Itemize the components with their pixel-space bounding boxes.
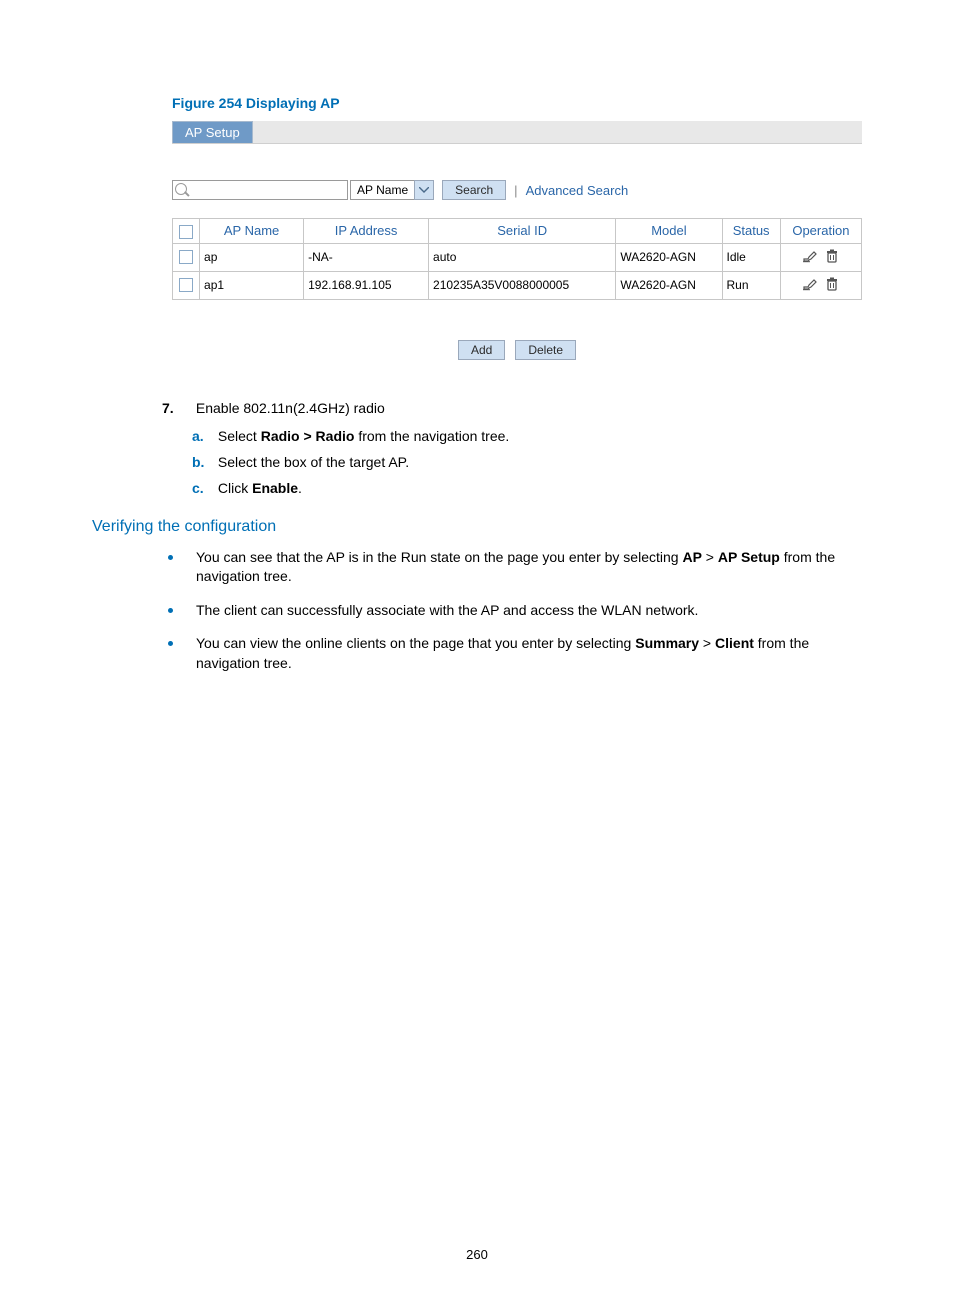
table-row: ap1 192.168.91.105 210235A35V0088000005 … (173, 271, 862, 299)
step-number: 7. (162, 400, 192, 416)
step-7: 7. Enable 802.11n(2.4GHz) radio a. Selec… (162, 400, 862, 496)
chevron-down-icon[interactable] (414, 180, 434, 200)
substep-b: b. Select the box of the target AP. (192, 454, 862, 470)
edit-icon[interactable] (802, 276, 818, 295)
cell-ap-name: ap (200, 243, 304, 271)
col-ap-name[interactable]: AP Name (200, 219, 304, 244)
delete-button[interactable]: Delete (515, 340, 576, 360)
col-serial[interactable]: Serial ID (429, 219, 616, 244)
bullet-item: The client can successfully associate wi… (162, 601, 862, 621)
tab-bar: AP Setup (172, 121, 862, 144)
bullet-item: You can see that the AP is in the Run st… (162, 548, 862, 587)
advanced-search-link[interactable]: Advanced Search (526, 183, 629, 198)
row-checkbox[interactable] (179, 278, 193, 292)
substep-text-pre: Select the box of the target AP. (218, 454, 409, 470)
substep-a: a. Select Radio > Radio from the navigat… (192, 428, 862, 444)
col-ip[interactable]: IP Address (304, 219, 429, 244)
verify-bullets: You can see that the AP is in the Run st… (162, 548, 862, 674)
cell-model: WA2620-AGN (616, 243, 722, 271)
cell-serial: auto (429, 243, 616, 271)
dropdown-value: AP Name (350, 180, 414, 200)
ap-table: AP Name IP Address Serial ID Model Statu… (172, 218, 862, 300)
figure-caption: Figure 254 Displaying AP (172, 95, 862, 111)
trash-icon[interactable] (824, 276, 840, 295)
search-button[interactable]: Search (442, 180, 506, 200)
bullet-b2: Client (715, 635, 754, 651)
col-model[interactable]: Model (616, 219, 722, 244)
search-field-dropdown[interactable]: AP Name (350, 180, 434, 200)
separator: | (514, 183, 517, 198)
substep-letter: c. (192, 480, 214, 496)
cell-model: WA2620-AGN (616, 271, 722, 299)
action-buttons: Add Delete (172, 340, 862, 360)
cell-ip: 192.168.91.105 (304, 271, 429, 299)
table-row: ap -NA- auto WA2620-AGN Idle (173, 243, 862, 271)
page-number: 260 (0, 1247, 954, 1262)
ap-setup-screenshot: AP Setup AP Name Search | Advanced Searc… (172, 121, 862, 360)
step-text: Enable 802.11n(2.4GHz) radio (196, 400, 385, 416)
bullet-t2: > (699, 635, 715, 651)
col-operation: Operation (780, 219, 861, 244)
substep-text-bold: Radio > Radio (261, 428, 355, 444)
substep-text-pre: Click (218, 480, 252, 496)
substep-c: c. Click Enable. (192, 480, 862, 496)
edit-icon[interactable] (802, 248, 818, 267)
substep-text-post: . (298, 480, 302, 496)
cell-ip: -NA- (304, 243, 429, 271)
substep-list: a. Select Radio > Radio from the navigat… (192, 428, 862, 496)
bullet-b1: Summary (635, 635, 699, 651)
cell-operation (780, 271, 861, 299)
substep-letter: a. (192, 428, 214, 444)
substep-letter: b. (192, 454, 214, 470)
bullet-t1: You can view the online clients on the p… (196, 635, 635, 651)
bullet-item: You can view the online clients on the p… (162, 634, 862, 673)
bullet-t1: You can see that the AP is in the Run st… (196, 549, 682, 565)
substep-text-pre: Select (218, 428, 261, 444)
table-header-row: AP Name IP Address Serial ID Model Statu… (173, 219, 862, 244)
section-verifying: Verifying the configuration (92, 518, 862, 536)
add-button[interactable]: Add (458, 340, 505, 360)
cell-operation (780, 243, 861, 271)
bullet-t1: The client can successfully associate wi… (196, 602, 698, 618)
substep-text-bold: Enable (252, 480, 298, 496)
cell-serial: 210235A35V0088000005 (429, 271, 616, 299)
search-input[interactable] (172, 180, 348, 200)
cell-status: Run (722, 271, 780, 299)
row-checkbox[interactable] (179, 250, 193, 264)
trash-icon[interactable] (824, 248, 840, 267)
bullet-t2: > (702, 549, 718, 565)
tab-ap-setup[interactable]: AP Setup (172, 121, 253, 143)
substep-text-post: from the navigation tree. (354, 428, 509, 444)
col-status[interactable]: Status (722, 219, 780, 244)
cell-ap-name: ap1 (200, 271, 304, 299)
bullet-b2: AP Setup (718, 549, 780, 565)
select-all-checkbox[interactable] (179, 225, 193, 239)
search-row: AP Name Search | Advanced Search (172, 180, 862, 200)
bullet-b1: AP (682, 549, 701, 565)
cell-status: Idle (722, 243, 780, 271)
